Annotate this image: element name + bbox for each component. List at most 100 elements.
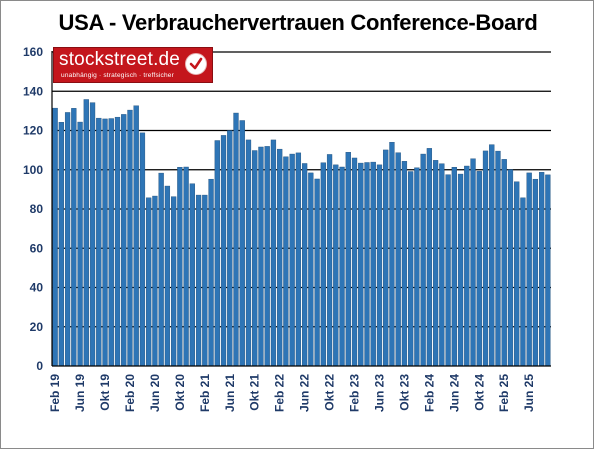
bar: [177, 166, 183, 367]
bar: [220, 135, 227, 367]
y-tick-label: 160: [23, 45, 43, 59]
bar: [464, 165, 470, 367]
bar: [476, 171, 482, 367]
bar: [320, 162, 326, 367]
bar: [71, 108, 77, 367]
bar: [252, 150, 258, 367]
bar: [89, 102, 96, 367]
bar: [64, 112, 71, 367]
bar: [102, 118, 108, 367]
bar: [233, 112, 239, 367]
bar: [339, 166, 345, 367]
bar: [501, 159, 507, 367]
bar: [308, 172, 314, 367]
bar: [158, 172, 164, 367]
x-tick-label: Okt 24: [472, 374, 486, 411]
bar: [420, 153, 426, 367]
bar: [470, 158, 476, 367]
bar: [432, 160, 439, 367]
bar: [214, 140, 220, 367]
x-tick-label: Jun 21: [223, 374, 237, 412]
bar: [152, 195, 158, 367]
bar: [439, 163, 445, 367]
x-tick-label: Feb 25: [497, 374, 511, 412]
bar: [389, 142, 395, 367]
bar: [395, 152, 401, 367]
bar: [539, 172, 545, 367]
y-tick-label: 80: [30, 202, 44, 216]
y-tick-label: 100: [23, 163, 43, 177]
bar: [314, 178, 320, 367]
bar: [96, 117, 102, 367]
bar: [146, 197, 152, 367]
bar: [264, 146, 270, 367]
x-tick-label: Feb 20: [123, 374, 137, 412]
y-tick-labels: 0 20 40 60 80 100 120 140 160: [23, 45, 43, 373]
gridlines: [52, 51, 551, 328]
bar: [364, 162, 370, 367]
x-tick-label: Okt 22: [323, 374, 337, 411]
x-tick-label: Feb 23: [348, 374, 362, 412]
bar: [532, 178, 539, 367]
x-tick-label: Okt 21: [248, 374, 262, 411]
bar: [277, 148, 283, 367]
x-tick-label: Jun 22: [298, 374, 312, 412]
y-tick-label: 140: [23, 84, 43, 98]
x-tick-label: Jun 19: [73, 374, 87, 412]
bar: [208, 178, 214, 367]
bar: [333, 164, 339, 367]
bars: [52, 99, 551, 367]
bar: [121, 114, 127, 367]
x-tick-label: Jun 24: [447, 374, 461, 412]
bar: [108, 118, 114, 367]
bar: [445, 174, 451, 367]
bar: [77, 121, 83, 367]
logo-name: stockstreet.de: [59, 49, 181, 70]
bar: [270, 139, 277, 367]
checkmark-icon: [185, 53, 207, 75]
x-tick-label: Feb 24: [422, 374, 436, 412]
bar: [170, 196, 177, 367]
logo-tagline: unabhängig · strategisch · treffsicher: [61, 72, 174, 79]
bar: [52, 107, 58, 367]
bar: [127, 109, 133, 367]
bar: [414, 167, 420, 367]
bar: [358, 162, 364, 367]
bar: [507, 169, 514, 367]
bar: [139, 132, 146, 367]
chart-title: USA - Verbrauchervertrauen Conference-Bo…: [58, 10, 538, 35]
y-tick-label: 40: [30, 281, 44, 295]
x-tick-labels: Feb 19 Jun 19 Okt 19 Feb 20 Jun 20 Okt 20 Feb …: [48, 374, 536, 412]
stockstreet-logo: stockstreet.de unabhängig · strategisch …: [53, 47, 213, 83]
bar: [114, 116, 121, 367]
bar: [202, 194, 208, 367]
bar: [239, 120, 245, 367]
bar: [545, 174, 551, 367]
bar: [326, 154, 333, 367]
bar: [426, 148, 433, 367]
bar: [164, 185, 171, 367]
bar: [245, 139, 252, 367]
bar: [189, 183, 195, 367]
y-tick-label: 0: [36, 359, 43, 373]
bar: [301, 163, 308, 367]
bar: [451, 166, 457, 367]
bar: [401, 161, 408, 367]
bar: [495, 150, 501, 367]
bar: [133, 105, 139, 367]
axes: [51, 51, 551, 367]
bar: [183, 166, 189, 367]
bar: [195, 194, 202, 367]
bar: [376, 164, 383, 367]
bar: [83, 99, 89, 367]
x-tick-label: Feb 22: [273, 374, 287, 412]
bar: [457, 173, 464, 367]
bar: [227, 130, 233, 367]
bar: [482, 150, 489, 367]
bar: [58, 122, 64, 367]
bar: [351, 157, 358, 367]
bar: [370, 161, 376, 367]
bar: [514, 181, 520, 367]
x-tick-label: Okt 23: [397, 374, 411, 411]
